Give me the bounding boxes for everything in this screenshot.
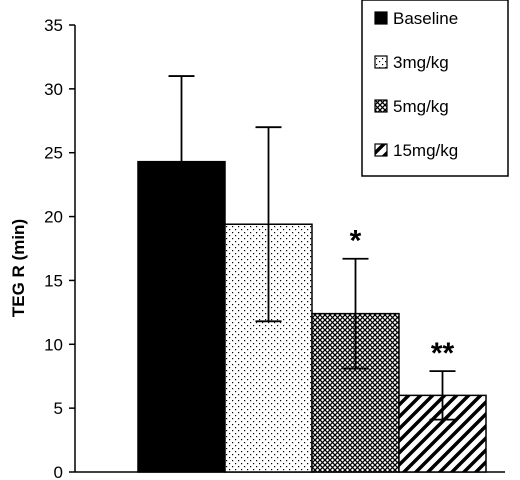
legend-swatch: [374, 99, 388, 113]
y-tick-label: 35: [44, 16, 63, 35]
y-axis-title: TEG R (min): [9, 219, 28, 317]
y-tick-label: 25: [44, 144, 63, 163]
legend-swatch: [374, 11, 388, 25]
y-tick-label: 0: [54, 463, 63, 480]
significance-marker: *: [350, 225, 362, 258]
bars: [137, 160, 487, 473]
error-bars: [168, 75, 456, 421]
y-tick-label: 5: [54, 399, 63, 418]
legend-label: 15mg/kg: [393, 141, 458, 160]
legend: Baseline 3mg/kg 5mg/kg 15mg/kg: [361, 0, 509, 177]
y-tick-label: 15: [44, 271, 63, 290]
legend-swatch: [374, 143, 388, 157]
annotations: ***: [350, 225, 455, 370]
legend-label: Baseline: [393, 9, 458, 28]
legend-swatch: [374, 55, 388, 69]
y-tick-label: 10: [44, 335, 63, 354]
y-tick-label: 20: [44, 208, 63, 227]
significance-marker: **: [431, 337, 455, 370]
y-tick-label: 30: [44, 80, 63, 99]
legend-label: 5mg/kg: [393, 97, 449, 116]
legend-label: 3mg/kg: [393, 53, 449, 72]
